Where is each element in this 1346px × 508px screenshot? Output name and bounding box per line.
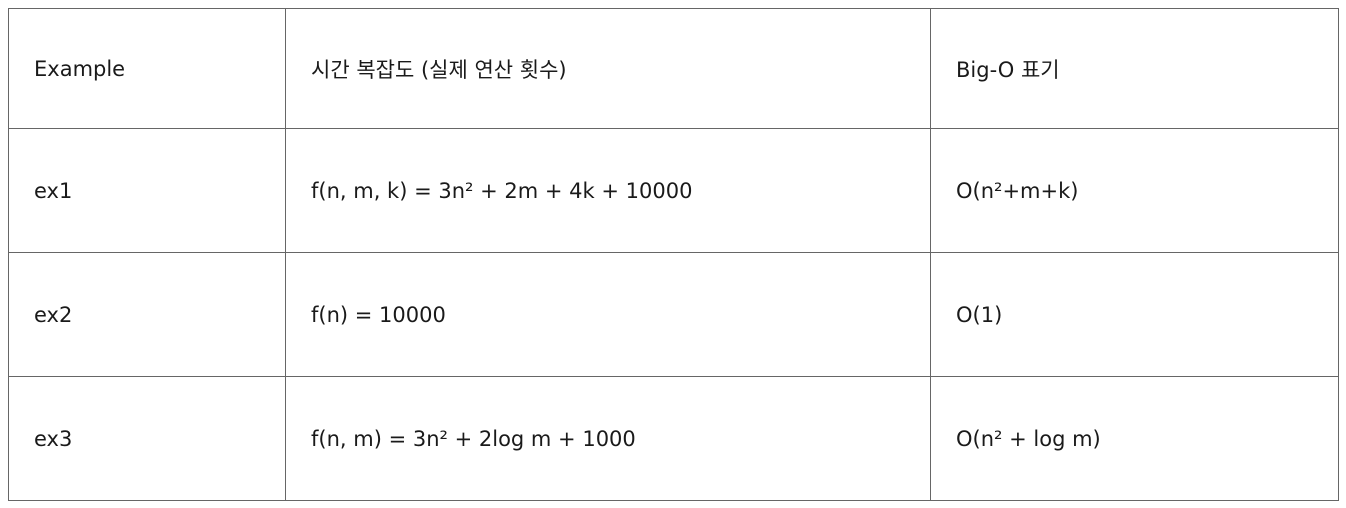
cell-big-o: O(n² + log m) (930, 376, 1339, 501)
cell-time-complexity: f(n) = 10000 (285, 252, 931, 377)
header-big-o: Big-O 표기 (930, 8, 1339, 129)
header-time-complexity: 시간 복잡도 (실제 연산 횟수) (285, 8, 931, 129)
complexity-table-container: Example 시간 복잡도 (실제 연산 횟수) Big-O 표기 ex1 f… (8, 8, 1339, 501)
cell-example: ex1 (8, 128, 286, 253)
cell-time-complexity: f(n, m) = 3n² + 2log m + 1000 (285, 376, 931, 501)
header-example: Example (8, 8, 286, 129)
table-row: ex2 f(n) = 10000 O(1) (8, 252, 1339, 377)
table-row: ex3 f(n, m) = 3n² + 2log m + 1000 O(n² +… (8, 376, 1339, 501)
cell-big-o: O(n²+m+k) (930, 128, 1339, 253)
cell-time-complexity: f(n, m, k) = 3n² + 2m + 4k + 10000 (285, 128, 931, 253)
cell-example: ex3 (8, 376, 286, 501)
table-row: ex1 f(n, m, k) = 3n² + 2m + 4k + 10000 O… (8, 128, 1339, 253)
cell-example: ex2 (8, 252, 286, 377)
table-header-row: Example 시간 복잡도 (실제 연산 횟수) Big-O 표기 (8, 8, 1339, 129)
complexity-table: Example 시간 복잡도 (실제 연산 횟수) Big-O 표기 ex1 f… (8, 8, 1339, 501)
cell-big-o: O(1) (930, 252, 1339, 377)
